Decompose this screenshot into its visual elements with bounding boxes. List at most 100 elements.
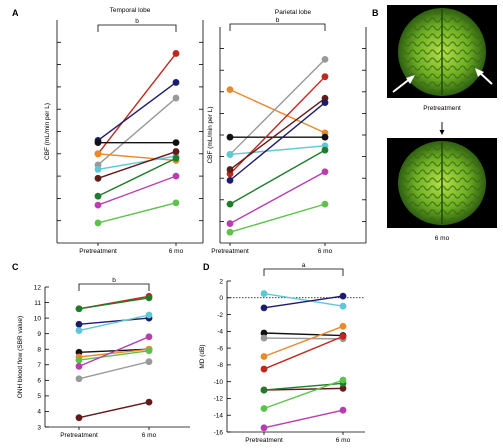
- series: [94, 154, 180, 200]
- series-line: [78, 314, 150, 332]
- series: [260, 379, 347, 394]
- series-line: [263, 379, 344, 410]
- series-line: [263, 409, 344, 429]
- y-tick-label: 9: [37, 331, 41, 338]
- series-line: [78, 336, 150, 367]
- panel-letter-b: B: [372, 8, 379, 18]
- data-point: [260, 304, 268, 312]
- data-point: [145, 294, 153, 302]
- series: [260, 376, 347, 412]
- series: [75, 294, 153, 313]
- data-point: [226, 133, 234, 141]
- y-tick-label: -8: [217, 362, 223, 369]
- x-tick-label: 6 mo: [318, 248, 333, 255]
- data-point: [339, 406, 347, 414]
- y-tick-label: 10: [34, 315, 42, 322]
- y-tick-label: -16: [214, 429, 224, 436]
- data-point: [339, 292, 347, 300]
- series: [94, 50, 180, 158]
- series-line: [97, 53, 177, 155]
- series-line: [263, 332, 344, 337]
- data-point: [145, 333, 153, 341]
- series-line: [78, 350, 150, 361]
- x-tick-label: 6 mo: [169, 248, 184, 255]
- y-tick-label: 2: [219, 278, 223, 285]
- series-line: [97, 150, 177, 179]
- x-tick-label: Pretreatment: [60, 432, 98, 439]
- data-point: [226, 200, 234, 208]
- data-point: [321, 73, 329, 81]
- y-tick-label: 3: [37, 424, 41, 431]
- series-line: [263, 337, 344, 340]
- data-point: [145, 358, 153, 366]
- chart-title: Parietal lobe: [275, 9, 312, 16]
- series: [226, 73, 329, 178]
- series-line: [229, 97, 326, 171]
- series-line: [97, 97, 177, 166]
- data-point: [172, 172, 180, 180]
- series: [75, 358, 153, 383]
- series-line: [263, 325, 344, 358]
- data-point: [226, 86, 234, 94]
- significance-label: b: [276, 17, 280, 24]
- data-point: [172, 199, 180, 207]
- data-point: [172, 148, 180, 155]
- y-tick-label: 6: [37, 378, 41, 385]
- data-point: [75, 356, 83, 364]
- brain-image-pretreatment: [387, 5, 497, 98]
- data-point: [94, 166, 102, 173]
- chart-temporal-lobe: Pretreatment 6 mo CBF (mL/min per L) Tempor…: [44, 7, 204, 255]
- series: [226, 133, 329, 141]
- series: [75, 311, 153, 334]
- series-line: [78, 297, 150, 310]
- x-tick-label: 6 mo: [336, 437, 351, 444]
- y-tick-label: -6: [217, 345, 223, 352]
- panel-letter-d: D: [203, 262, 210, 272]
- significance-bracket: [97, 24, 177, 32]
- series-line: [263, 387, 344, 391]
- data-point: [226, 176, 234, 184]
- chart-title: Temporal lobe: [110, 7, 151, 14]
- data-point: [75, 305, 83, 313]
- y-tick-label: -14: [214, 413, 224, 420]
- series: [75, 345, 153, 361]
- data-point: [226, 228, 234, 236]
- chart-onh-blood-flow: 3 4 5 6 7 8 9 10 11 12 Pretreatment 6 mo ONH blood f…: [17, 277, 190, 439]
- data-point: [339, 332, 347, 340]
- series-line: [229, 89, 326, 134]
- data-point: [75, 348, 83, 356]
- data-point: [260, 424, 268, 432]
- x-tick-label: Pretreatment: [79, 248, 117, 255]
- series: [226, 86, 329, 137]
- series: [94, 199, 180, 227]
- series-line: [97, 175, 177, 206]
- data-point: [260, 386, 268, 394]
- series-line: [97, 153, 177, 162]
- significance-bracket: [78, 283, 150, 291]
- significance-bracket: [229, 23, 326, 31]
- series-line: [229, 149, 326, 205]
- series-line: [263, 292, 344, 307]
- brain-caption-pretreatment: Pretreatment: [423, 105, 461, 112]
- series-line: [97, 155, 177, 171]
- significance-label: b: [135, 18, 139, 25]
- data-point: [260, 329, 268, 337]
- series-line: [229, 145, 326, 156]
- series: [94, 172, 180, 209]
- series-line: [229, 171, 326, 225]
- series-line: [263, 335, 344, 370]
- series-line: [229, 58, 326, 155]
- y-tick-label: 0: [219, 295, 223, 302]
- white-arrow-left-icon: [392, 75, 415, 93]
- white-arrow-right-icon: [475, 68, 493, 85]
- data-point: [339, 322, 347, 330]
- series: [75, 292, 153, 313]
- y-tick-label: 8: [37, 347, 41, 354]
- y-tick-label: 11: [34, 300, 41, 307]
- series-line: [78, 401, 150, 419]
- series: [75, 347, 153, 364]
- series-line: [78, 317, 150, 326]
- series: [260, 322, 347, 360]
- significance-bracket: [263, 268, 344, 276]
